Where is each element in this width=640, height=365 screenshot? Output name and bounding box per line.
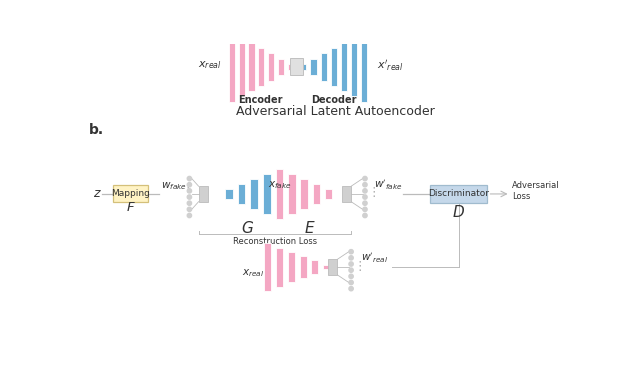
Bar	[268, 53, 275, 81]
Text: $E$: $E$	[305, 220, 316, 236]
Text: $G$: $G$	[241, 220, 255, 236]
Circle shape	[363, 189, 367, 193]
Circle shape	[188, 195, 191, 199]
Bar	[288, 252, 295, 283]
Bar	[264, 243, 271, 291]
Bar	[300, 64, 307, 70]
Bar	[288, 174, 296, 214]
Text: $x'_{real}$: $x'_{real}$	[376, 58, 403, 73]
Bar	[331, 48, 337, 86]
Circle shape	[188, 201, 191, 205]
Text: $x_{real}$: $x_{real}$	[242, 267, 264, 279]
Circle shape	[188, 214, 191, 218]
Circle shape	[188, 182, 191, 187]
Circle shape	[349, 256, 353, 260]
Text: $x_{fake}$: $x_{fake}$	[268, 179, 292, 191]
Bar	[323, 265, 330, 269]
Text: Discriminator: Discriminator	[428, 189, 490, 199]
Bar	[276, 169, 284, 219]
Bar	[300, 179, 308, 209]
Bar	[311, 261, 318, 274]
Text: $\vdots$: $\vdots$	[353, 258, 362, 273]
Circle shape	[363, 207, 367, 211]
Bar	[340, 43, 347, 91]
Circle shape	[188, 207, 191, 211]
Bar	[225, 189, 233, 199]
Circle shape	[349, 250, 353, 254]
Text: $F$: $F$	[125, 201, 136, 214]
FancyBboxPatch shape	[291, 58, 303, 75]
Circle shape	[349, 287, 353, 291]
Bar	[248, 43, 255, 91]
Circle shape	[349, 262, 353, 266]
Circle shape	[188, 176, 191, 181]
Circle shape	[349, 280, 353, 285]
FancyBboxPatch shape	[113, 185, 148, 203]
Text: $w_{fake}$: $w_{fake}$	[161, 180, 187, 192]
Circle shape	[188, 189, 191, 193]
Bar	[288, 64, 294, 70]
Bar	[361, 32, 367, 101]
Bar	[278, 58, 284, 75]
Text: $D$: $D$	[452, 204, 465, 220]
Bar	[238, 184, 245, 204]
Bar	[325, 189, 332, 199]
Circle shape	[363, 176, 367, 181]
Bar	[351, 38, 357, 96]
Circle shape	[349, 268, 353, 272]
Text: Mapping: Mapping	[111, 189, 150, 199]
Bar	[300, 256, 307, 278]
Bar	[313, 184, 320, 204]
Circle shape	[363, 195, 367, 199]
Bar	[321, 53, 327, 81]
FancyBboxPatch shape	[198, 186, 208, 201]
Text: b.: b.	[90, 123, 104, 137]
Text: $x_{real}$: $x_{real}$	[198, 59, 221, 71]
Bar	[250, 179, 258, 209]
Circle shape	[363, 182, 367, 187]
Bar	[239, 38, 244, 96]
Bar	[263, 174, 271, 214]
Circle shape	[349, 274, 353, 278]
FancyBboxPatch shape	[342, 186, 351, 201]
Bar	[276, 169, 283, 219]
Text: $w'_{fake}$: $w'_{fake}$	[374, 177, 403, 192]
Text: Adversarial
Loss: Adversarial Loss	[512, 181, 559, 201]
Text: Decoder: Decoder	[312, 95, 357, 105]
Bar	[259, 48, 264, 86]
Circle shape	[363, 214, 367, 218]
Text: $\vdots$: $\vdots$	[181, 185, 190, 199]
Bar	[310, 58, 317, 75]
FancyBboxPatch shape	[431, 185, 488, 203]
FancyBboxPatch shape	[328, 260, 337, 275]
Bar	[276, 247, 283, 287]
Text: Encoder: Encoder	[238, 95, 282, 105]
Text: Adversarial Latent Autoencoder: Adversarial Latent Autoencoder	[236, 105, 435, 118]
Text: Reconstruction Loss: Reconstruction Loss	[233, 237, 317, 246]
Text: $\vdots$: $\vdots$	[367, 185, 376, 199]
Text: $z$: $z$	[93, 188, 101, 200]
Text: $w'_{real}$: $w'_{real}$	[361, 251, 388, 265]
Circle shape	[363, 201, 367, 205]
Bar	[228, 32, 235, 101]
